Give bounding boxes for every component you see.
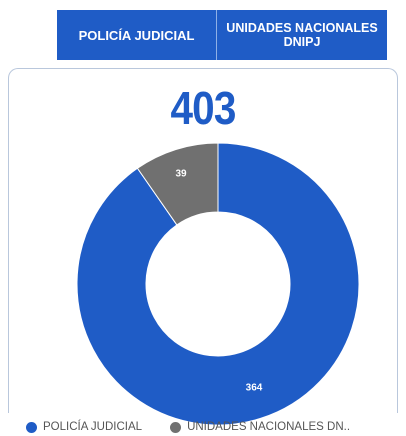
legend-dot-icon	[170, 421, 182, 433]
legend-item-unidades[interactable]: UNIDADES NACIONALES DN..	[170, 421, 350, 433]
data-label-0: 364	[246, 383, 263, 394]
legend-item-policia[interactable]: POLICÍA JUDICIAL	[26, 421, 142, 433]
chart-legend: POLICÍA JUDICIAL UNIDADES NACIONALES DN.…	[26, 418, 401, 436]
donut-slice-1[interactable]	[136, 142, 219, 226]
tab-unidades-nacionales[interactable]: UNIDADES NACIONALES DNIPJ	[217, 10, 387, 60]
legend-dot-icon	[26, 421, 37, 433]
tab-policia-judicial[interactable]: POLICÍA JUDICIAL	[57, 10, 217, 60]
tab-bar: POLICÍA JUDICIAL UNIDADES NACIONALES DNI…	[57, 10, 387, 60]
legend-label: POLICÍA JUDICIAL	[43, 421, 143, 433]
data-label-1: 39	[175, 169, 187, 180]
legend-label: UNIDADES NACIONALES DN..	[187, 421, 351, 433]
donut-slice-0[interactable]	[76, 142, 360, 426]
total-count: 403	[170, 82, 237, 134]
